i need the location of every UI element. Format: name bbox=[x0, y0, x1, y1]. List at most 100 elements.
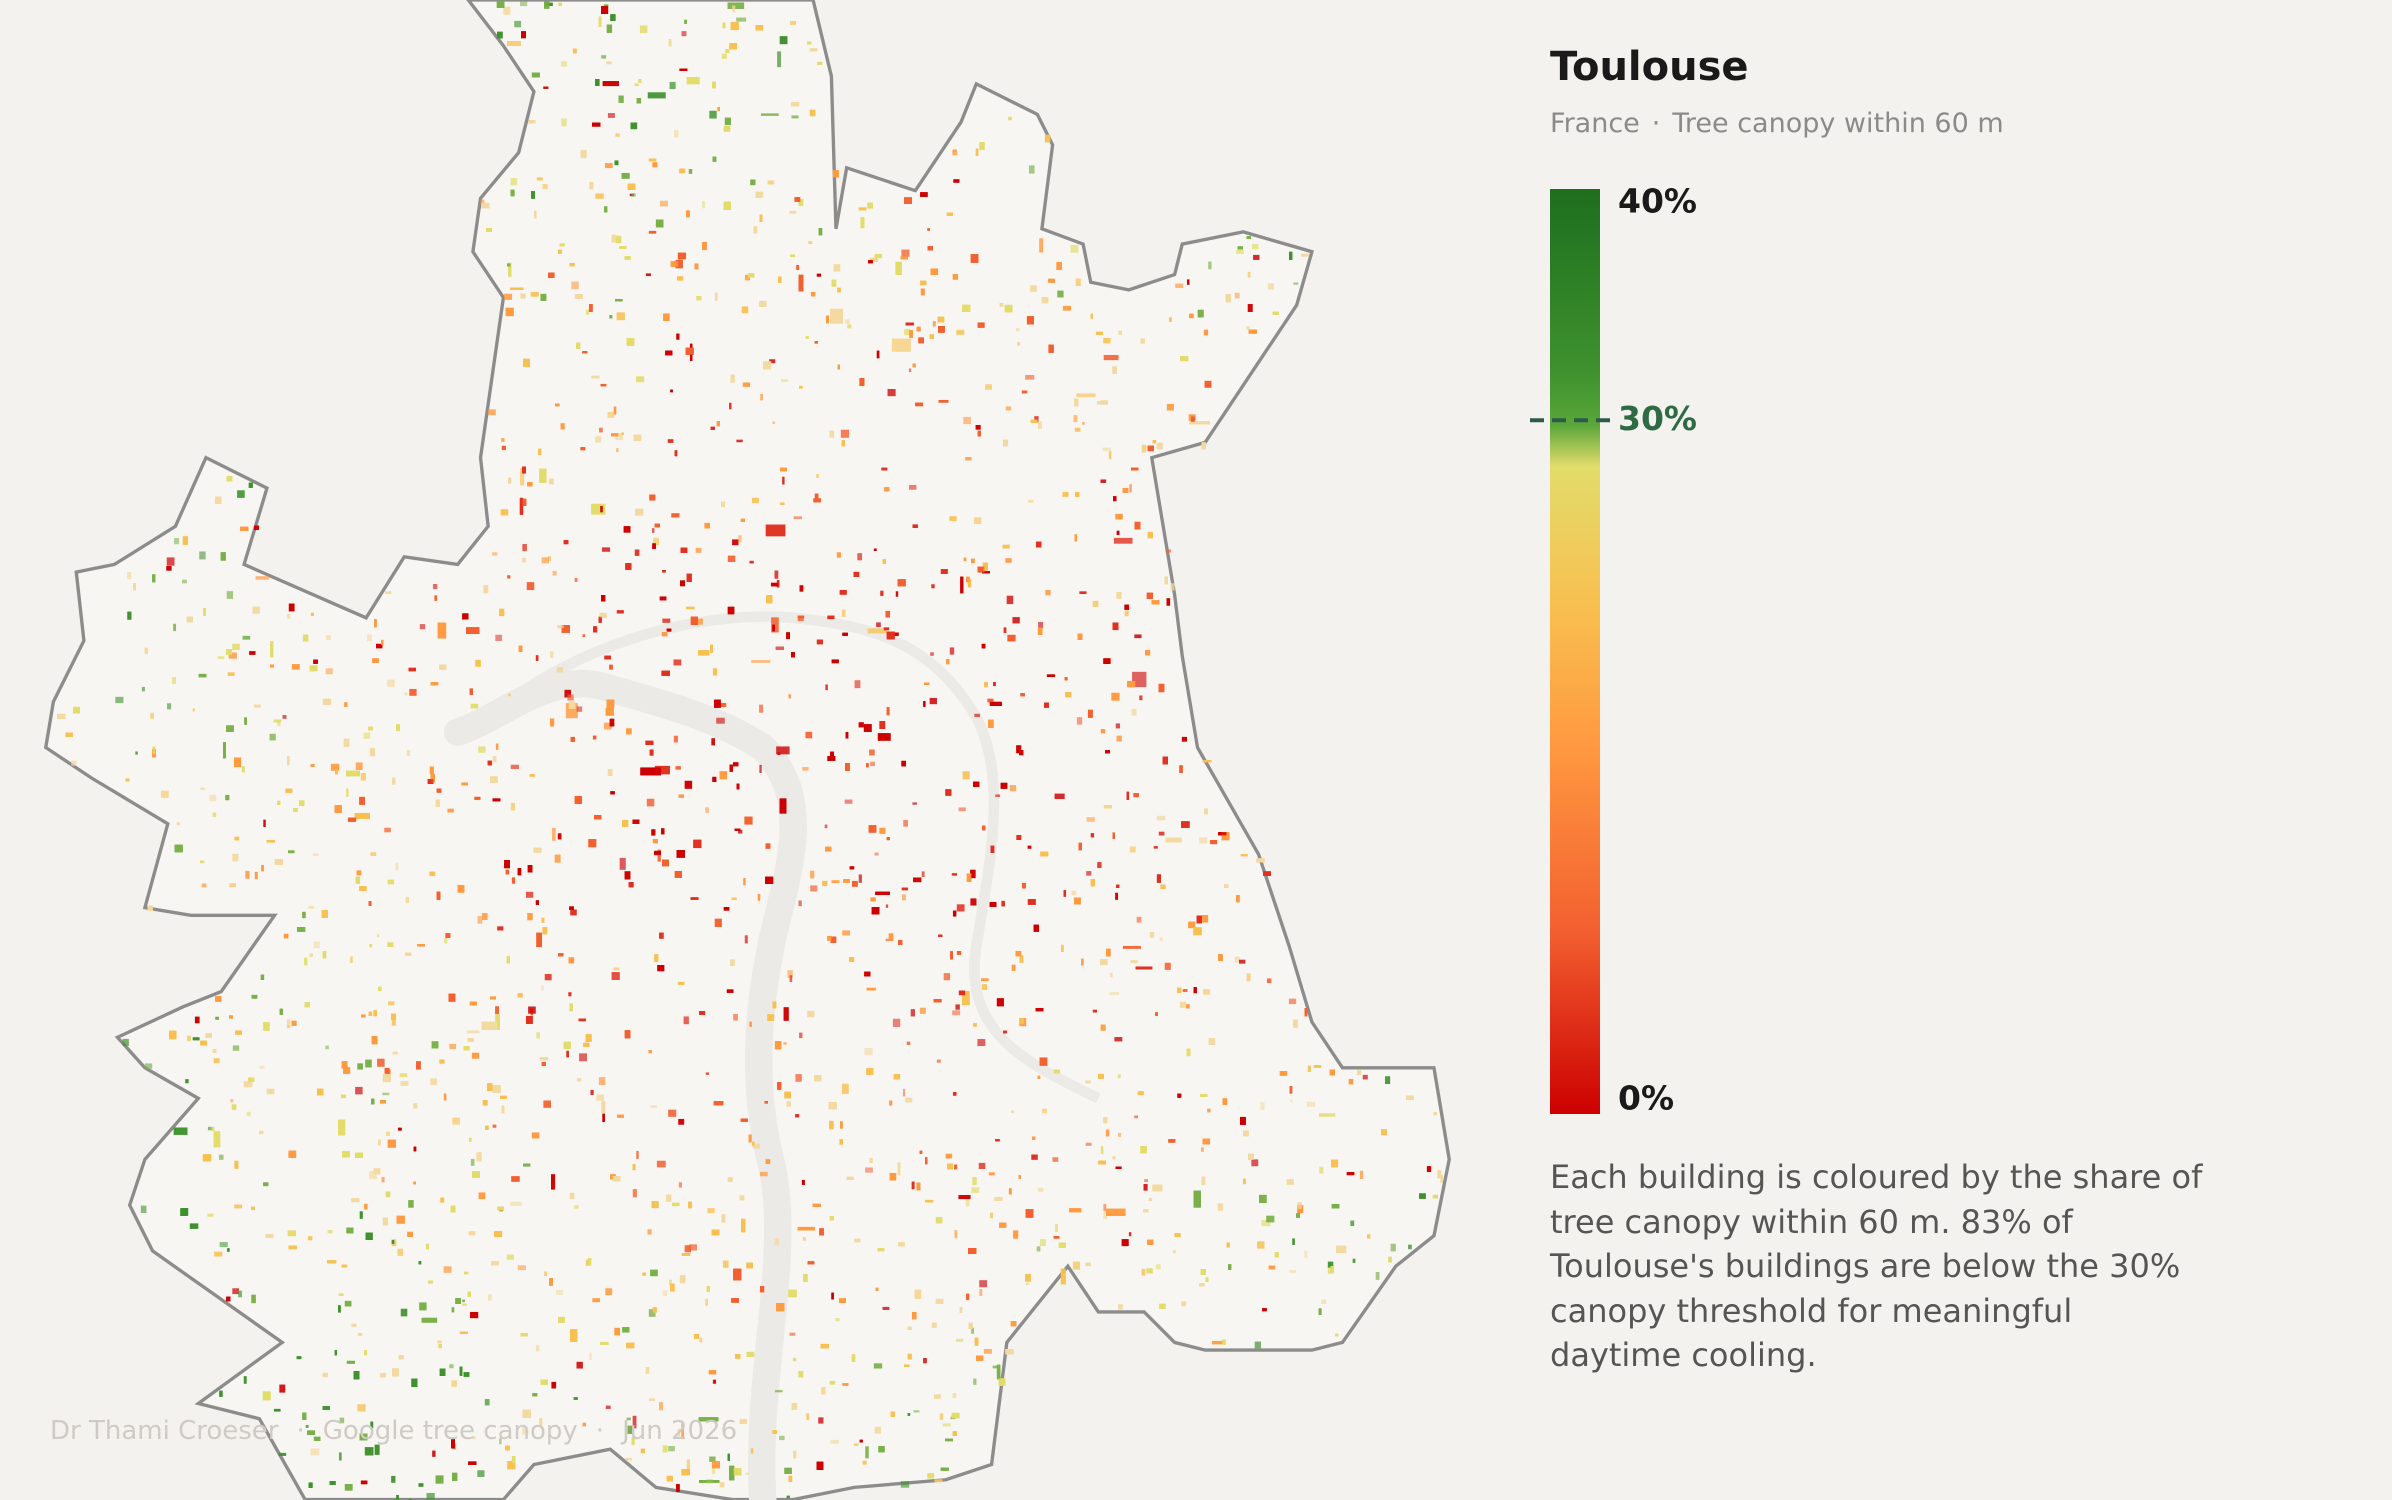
building bbox=[675, 259, 683, 269]
building bbox=[940, 569, 948, 574]
building bbox=[927, 1473, 935, 1479]
building bbox=[535, 900, 539, 905]
building bbox=[219, 1390, 223, 1397]
building bbox=[677, 252, 687, 260]
building bbox=[956, 1339, 964, 1342]
building bbox=[505, 1445, 510, 1451]
building bbox=[943, 973, 951, 981]
building bbox=[791, 1403, 798, 1410]
building bbox=[734, 828, 741, 831]
building bbox=[225, 794, 230, 801]
building bbox=[877, 733, 891, 741]
building bbox=[1085, 1080, 1091, 1084]
building bbox=[619, 857, 626, 870]
building bbox=[255, 576, 269, 580]
building bbox=[1261, 1219, 1271, 1227]
building bbox=[905, 1097, 913, 1103]
building bbox=[1118, 1132, 1122, 1137]
building bbox=[1160, 884, 1166, 890]
building bbox=[531, 1132, 540, 1139]
building bbox=[690, 897, 699, 900]
building bbox=[470, 1311, 479, 1319]
building bbox=[219, 1154, 224, 1160]
building bbox=[730, 374, 735, 383]
building bbox=[1103, 1203, 1107, 1212]
building bbox=[640, 767, 661, 776]
building bbox=[765, 843, 771, 849]
building bbox=[1188, 921, 1196, 929]
building bbox=[659, 1402, 663, 1411]
building bbox=[1015, 951, 1022, 957]
building bbox=[478, 1192, 486, 1200]
building bbox=[506, 41, 521, 47]
building bbox=[836, 552, 841, 558]
building bbox=[421, 1317, 438, 1323]
building bbox=[849, 957, 855, 962]
building bbox=[975, 425, 981, 430]
building bbox=[902, 894, 906, 901]
building bbox=[1048, 344, 1054, 353]
building bbox=[369, 1171, 377, 1180]
building bbox=[387, 942, 394, 947]
building bbox=[676, 1484, 680, 1492]
building bbox=[965, 1198, 970, 1207]
building bbox=[517, 993, 523, 998]
building bbox=[1256, 858, 1265, 863]
building bbox=[1218, 832, 1227, 836]
building bbox=[604, 655, 611, 660]
building bbox=[573, 1397, 578, 1400]
building bbox=[449, 1364, 454, 1369]
building bbox=[686, 210, 690, 218]
building bbox=[207, 1213, 214, 1217]
building bbox=[797, 615, 804, 622]
building bbox=[791, 652, 795, 658]
building bbox=[636, 1150, 639, 1159]
building bbox=[1139, 695, 1143, 701]
building bbox=[609, 664, 613, 670]
building bbox=[1279, 1071, 1288, 1076]
building bbox=[152, 746, 156, 755]
building bbox=[712, 1379, 717, 1384]
building bbox=[430, 774, 435, 783]
building bbox=[862, 1460, 867, 1465]
building bbox=[864, 971, 871, 977]
building bbox=[673, 735, 678, 743]
building bbox=[1301, 253, 1309, 257]
building bbox=[939, 1413, 944, 1420]
building bbox=[1020, 693, 1025, 697]
building bbox=[763, 361, 772, 370]
building bbox=[952, 1431, 957, 1436]
building bbox=[625, 563, 632, 570]
building bbox=[568, 992, 572, 997]
building bbox=[952, 1092, 957, 1096]
building bbox=[923, 1358, 927, 1364]
building bbox=[1367, 1234, 1371, 1239]
building bbox=[329, 1481, 336, 1485]
building bbox=[445, 933, 451, 939]
building bbox=[674, 450, 678, 457]
building bbox=[752, 1143, 761, 1149]
building bbox=[912, 1312, 917, 1320]
building bbox=[115, 696, 124, 704]
building bbox=[1200, 1269, 1206, 1275]
building bbox=[1003, 439, 1009, 447]
building bbox=[488, 409, 496, 416]
building bbox=[503, 6, 511, 15]
building bbox=[907, 1326, 912, 1330]
building bbox=[201, 883, 207, 888]
building bbox=[510, 178, 518, 186]
building bbox=[291, 1020, 297, 1026]
building bbox=[310, 612, 314, 616]
building bbox=[570, 909, 577, 916]
building bbox=[942, 1423, 951, 1427]
building bbox=[863, 724, 872, 732]
building bbox=[1204, 380, 1212, 388]
building bbox=[535, 1345, 540, 1352]
building bbox=[681, 1253, 691, 1256]
building bbox=[729, 402, 732, 410]
building bbox=[341, 1264, 348, 1268]
building bbox=[490, 776, 498, 783]
building bbox=[1286, 1179, 1294, 1185]
building bbox=[477, 915, 483, 924]
buildings bbox=[57, 0, 1443, 1500]
